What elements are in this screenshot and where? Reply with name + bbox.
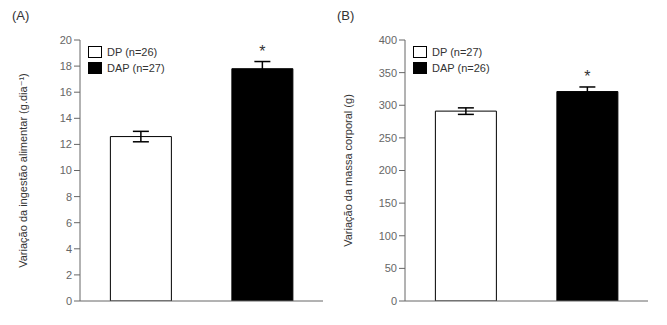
- svg-text:2: 2: [66, 269, 72, 281]
- svg-text:Variação da massa corporal (g): Variação da massa corporal (g): [342, 94, 354, 247]
- html-text:DAP (n=26): DAP (n=26): [432, 62, 490, 74]
- svg-text:200: 200: [379, 164, 397, 176]
- html-text:DAP (n=27): DAP (n=27): [107, 62, 165, 74]
- svg-text:0: 0: [391, 295, 397, 307]
- svg-text:400: 400: [379, 34, 397, 46]
- html-text:(B): (B): [337, 8, 355, 23]
- svg-text:10: 10: [60, 164, 72, 176]
- svg-text:16: 16: [60, 86, 72, 98]
- html-text:DP (n=26): DP (n=26): [107, 46, 158, 58]
- svg-text:350: 350: [379, 67, 397, 79]
- html-text:DP (n=27): DP (n=27): [432, 46, 483, 58]
- svg-text:150: 150: [379, 197, 397, 209]
- svg-text:*: *: [584, 68, 590, 85]
- svg-text:18: 18: [60, 60, 72, 72]
- svg-text:6: 6: [66, 217, 72, 229]
- svg-text:14: 14: [60, 112, 72, 124]
- svg-text:20: 20: [60, 34, 72, 46]
- svg-text:100: 100: [379, 230, 397, 242]
- svg-text:300: 300: [379, 99, 397, 111]
- html-text:(A): (A): [12, 8, 30, 23]
- svg-text:250: 250: [379, 132, 397, 144]
- svg-text:0: 0: [66, 295, 72, 307]
- svg-text:50: 50: [385, 262, 397, 274]
- svg-text:8: 8: [66, 191, 72, 203]
- svg-text:*: *: [259, 43, 265, 60]
- svg-text:Variação da ingestão alimentar: Variação da ingestão alimentar (g.dia⁻¹): [17, 73, 29, 268]
- svg-text:4: 4: [66, 243, 72, 255]
- svg-text:12: 12: [60, 138, 72, 150]
